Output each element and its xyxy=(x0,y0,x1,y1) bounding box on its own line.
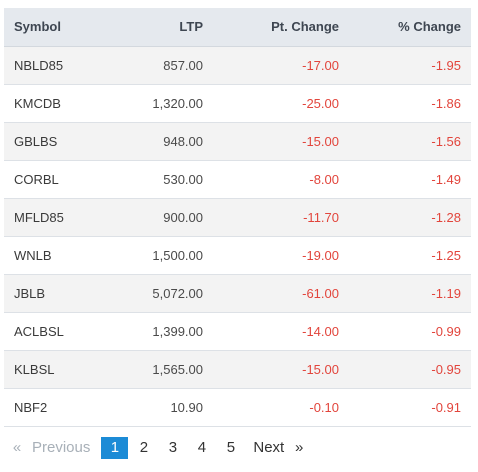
cell-pct-change: -0.99 xyxy=(349,312,471,351)
page-2-button[interactable]: 2 xyxy=(139,439,149,456)
cell-pct-change: -1.49 xyxy=(349,160,471,199)
table-row: ACLBSL 1,399.00 -14.00 -0.99 xyxy=(4,312,471,351)
cell-symbol[interactable]: CORBL xyxy=(4,160,117,199)
page-5-button[interactable]: 5 xyxy=(226,439,236,456)
cell-pt-change: -19.00 xyxy=(213,236,349,275)
column-header-symbol[interactable]: Symbol xyxy=(4,8,117,47)
table-row: MFLD85 900.00 -11.70 -1.28 xyxy=(4,198,471,237)
cell-symbol[interactable]: ACLBSL xyxy=(4,312,117,351)
table-row: CORBL 530.00 -8.00 -1.49 xyxy=(4,160,471,199)
cell-ltp: 530.00 xyxy=(117,160,213,199)
previous-page-button[interactable]: Previous xyxy=(32,439,91,456)
cell-ltp: 10.90 xyxy=(117,388,213,427)
cell-symbol[interactable]: WNLB xyxy=(4,236,117,275)
table-row: NBF2 10.90 -0.10 -0.91 xyxy=(4,388,471,427)
cell-pct-change: -0.91 xyxy=(349,388,471,427)
cell-pt-change: -61.00 xyxy=(213,274,349,313)
header-row: Symbol LTP Pt. Change % Change xyxy=(4,8,471,47)
column-header-ltp[interactable]: LTP xyxy=(117,8,213,47)
cell-ltp: 948.00 xyxy=(117,122,213,161)
table-row: JBLB 5,072.00 -61.00 -1.19 xyxy=(4,274,471,313)
table-header: Symbol LTP Pt. Change % Change xyxy=(4,8,471,47)
cell-pct-change: -1.25 xyxy=(349,236,471,275)
cell-pt-change: -14.00 xyxy=(213,312,349,351)
cell-pt-change: -15.00 xyxy=(213,122,349,161)
table-row: GBLBS 948.00 -15.00 -1.56 xyxy=(4,122,471,161)
cell-ltp: 5,072.00 xyxy=(117,274,213,313)
cell-pct-change: -1.86 xyxy=(349,84,471,123)
cell-symbol[interactable]: KMCDB xyxy=(4,84,117,123)
table-row: WNLB 1,500.00 -19.00 -1.25 xyxy=(4,236,471,275)
first-page-arrow-icon[interactable]: « xyxy=(12,439,22,456)
cell-ltp: 1,565.00 xyxy=(117,350,213,389)
table-body: NBLD85 857.00 -17.00 -1.95 KMCDB 1,320.0… xyxy=(4,46,471,427)
next-page-button[interactable]: Next xyxy=(253,439,285,456)
cell-pct-change: -1.19 xyxy=(349,274,471,313)
cell-pct-change: -1.95 xyxy=(349,46,471,85)
table-row: NBLD85 857.00 -17.00 -1.95 xyxy=(4,46,471,85)
cell-ltp: 900.00 xyxy=(117,198,213,237)
cell-pt-change: -17.00 xyxy=(213,46,349,85)
cell-ltp: 857.00 xyxy=(117,46,213,85)
cell-pt-change: -11.70 xyxy=(213,198,349,237)
pagination: « Previous 1 2 3 4 5 Next » xyxy=(10,437,306,459)
page-3-button[interactable]: 3 xyxy=(168,439,178,456)
cell-pct-change: -0.95 xyxy=(349,350,471,389)
cell-pt-change: -8.00 xyxy=(213,160,349,199)
cell-ltp: 1,399.00 xyxy=(117,312,213,351)
cell-symbol[interactable]: NBLD85 xyxy=(4,46,117,85)
cell-symbol[interactable]: KLBSL xyxy=(4,350,117,389)
cell-pct-change: -1.56 xyxy=(349,122,471,161)
page-4-button[interactable]: 4 xyxy=(197,439,207,456)
cell-pt-change: -15.00 xyxy=(213,350,349,389)
cell-symbol[interactable]: NBF2 xyxy=(4,388,117,427)
table-row: KLBSL 1,565.00 -15.00 -0.95 xyxy=(4,350,471,389)
cell-ltp: 1,500.00 xyxy=(117,236,213,275)
last-page-arrow-icon[interactable]: » xyxy=(295,439,304,456)
cell-symbol[interactable]: MFLD85 xyxy=(4,198,117,237)
cell-pt-change: -25.00 xyxy=(213,84,349,123)
cell-pt-change: -0.10 xyxy=(213,388,349,427)
table-row: KMCDB 1,320.00 -25.00 -1.86 xyxy=(4,84,471,123)
column-header-pt-change[interactable]: Pt. Change xyxy=(213,8,349,47)
page-1-button[interactable]: 1 xyxy=(101,437,129,459)
cell-ltp: 1,320.00 xyxy=(117,84,213,123)
column-header-pct-change[interactable]: % Change xyxy=(349,8,471,47)
stock-table: Symbol LTP Pt. Change % Change NBLD85 85… xyxy=(4,8,471,427)
cell-symbol[interactable]: GBLBS xyxy=(4,122,117,161)
cell-symbol[interactable]: JBLB xyxy=(4,274,117,313)
cell-pct-change: -1.28 xyxy=(349,198,471,237)
